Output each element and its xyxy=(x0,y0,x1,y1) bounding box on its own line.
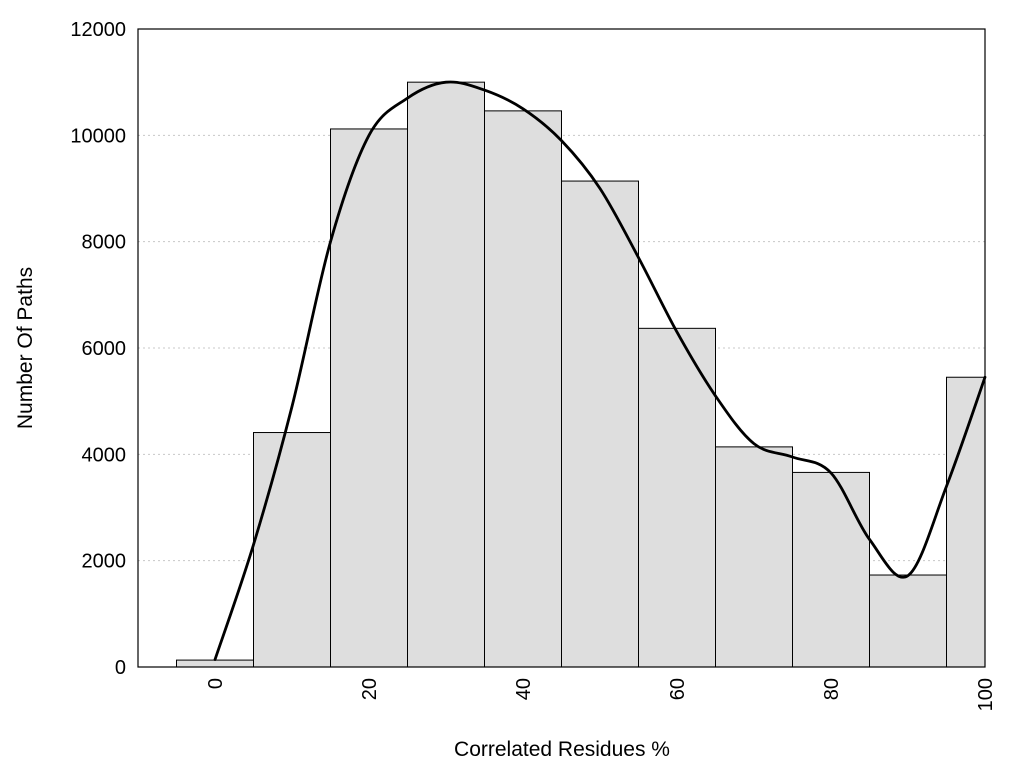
bar-7 xyxy=(715,446,793,668)
y-tick-label: 12000 xyxy=(70,19,126,41)
y-tick-label: 2000 xyxy=(82,551,127,573)
x-axis-label: Correlated Residues % xyxy=(454,738,670,761)
y-tick-label: 0 xyxy=(115,657,126,679)
bar-9 xyxy=(869,574,947,668)
y-axis-ticks: 0 2000 4000 6000 8000 10000 12000 xyxy=(70,19,126,679)
y-tick-label: 8000 xyxy=(82,232,127,254)
y-tick-label: 6000 xyxy=(82,338,127,360)
bar-1 xyxy=(253,432,331,668)
y-tick-label: 4000 xyxy=(82,444,127,466)
x-tick-label: 20 xyxy=(359,678,381,700)
bar-0 xyxy=(176,659,254,668)
bar-5 xyxy=(561,180,639,668)
bar-2 xyxy=(330,128,408,668)
x-tick-label: 0 xyxy=(205,678,227,689)
smooth-curve xyxy=(213,80,987,661)
bar-3 xyxy=(407,81,485,668)
bar-6 xyxy=(638,327,716,668)
bar-4 xyxy=(484,110,562,668)
x-axis-ticks: 0 20 40 60 80 100 xyxy=(205,678,997,711)
bar-10 xyxy=(946,376,986,668)
y-tick-label: 10000 xyxy=(70,125,126,147)
x-tick-label: 40 xyxy=(513,678,535,700)
bars xyxy=(176,81,986,668)
plot-frame xyxy=(137,28,986,668)
y-axis-label: Number Of Paths xyxy=(14,267,37,429)
bar-8 xyxy=(792,471,870,668)
x-tick-label: 60 xyxy=(667,678,689,700)
smooth-curve-layer xyxy=(213,80,987,661)
x-tick-label: 80 xyxy=(821,678,843,700)
x-tick-label: 100 xyxy=(975,678,997,711)
